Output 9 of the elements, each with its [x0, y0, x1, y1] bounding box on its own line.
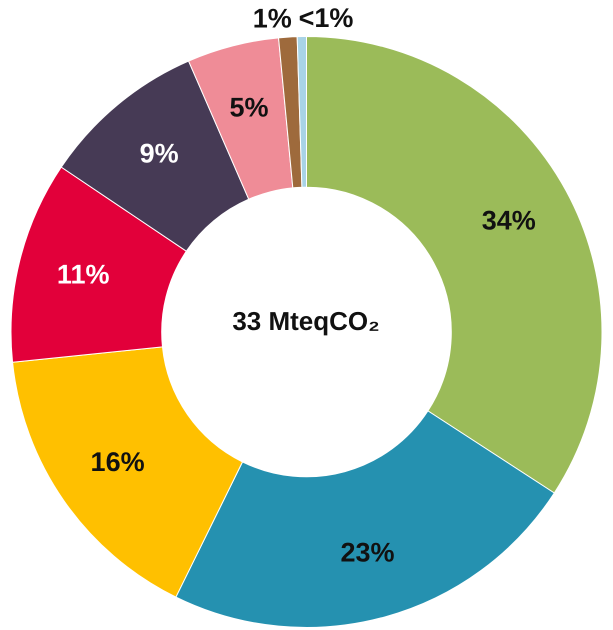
- data-label: 11%: [56, 260, 110, 290]
- data-label: 5%: [229, 92, 268, 123]
- data-label: 34%: [482, 206, 536, 236]
- data-label: 23%: [340, 537, 395, 568]
- data-label: <1%: [298, 2, 354, 33]
- data-label: 16%: [90, 446, 145, 477]
- text: 33 MteqCO₂: [231, 306, 381, 337]
- data-label: 9%: [140, 138, 179, 169]
- data-label: 1%: [252, 4, 292, 34]
